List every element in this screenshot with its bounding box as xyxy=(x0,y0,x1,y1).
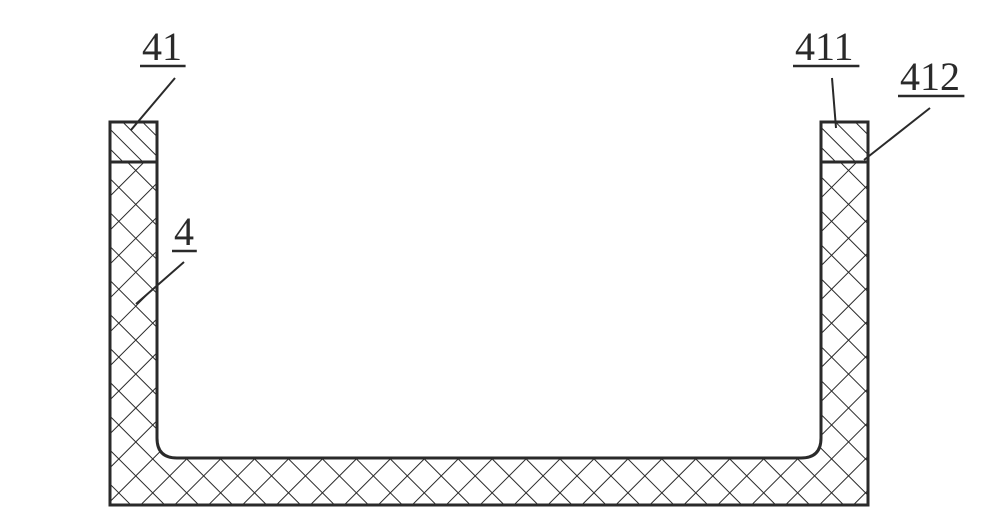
label-l412: 412 xyxy=(900,54,960,99)
label-l41: 41 xyxy=(142,24,182,69)
body-4 xyxy=(110,162,868,505)
label-l4: 4 xyxy=(174,209,194,254)
leader-l412 xyxy=(864,108,930,160)
cap-right-41 xyxy=(821,122,868,162)
label-l411: 411 xyxy=(795,24,854,69)
